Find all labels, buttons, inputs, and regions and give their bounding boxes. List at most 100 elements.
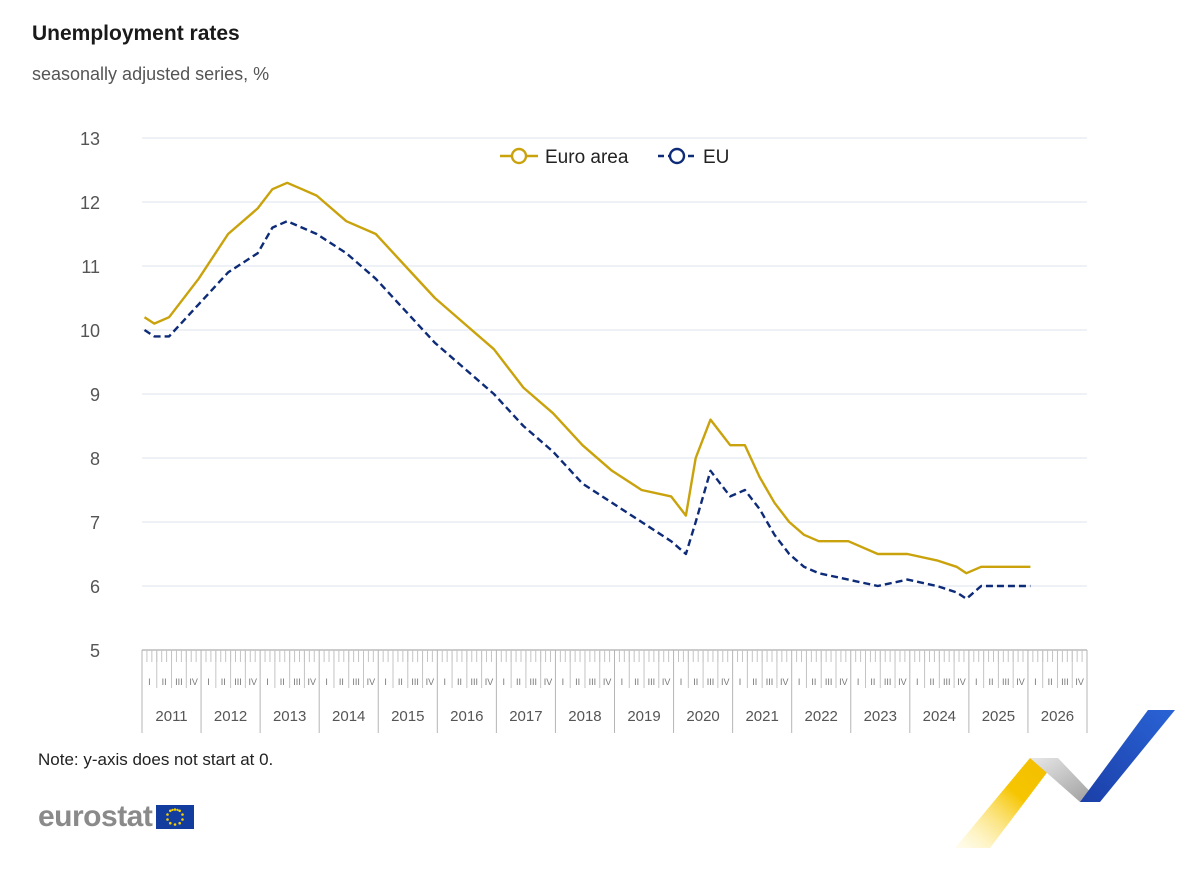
quarter-label: IV — [721, 677, 730, 687]
year-label: 2015 — [391, 708, 424, 725]
quarter-label: II — [929, 677, 934, 687]
quarter-label: IV — [957, 677, 966, 687]
year-label: 2020 — [686, 708, 719, 725]
quarter-label: I — [680, 677, 683, 687]
quarter-label: I — [325, 677, 328, 687]
y-tick-label: 7 — [90, 513, 100, 533]
year-label: 2013 — [273, 708, 306, 725]
year-label: 2024 — [923, 708, 956, 725]
logo-text: eurostat — [38, 800, 153, 833]
year-label: 2012 — [214, 708, 247, 725]
eurostat-logo: eurostat — [38, 800, 195, 834]
legend-label: Euro area — [545, 147, 629, 168]
year-label: 2021 — [745, 708, 778, 725]
quarter-label: III — [766, 677, 774, 687]
year-label: 2026 — [1041, 708, 1074, 725]
quarter-label: III — [884, 677, 892, 687]
quarter-label: IV — [780, 677, 789, 687]
year-label: 2025 — [982, 708, 1015, 725]
quarter-label: I — [266, 677, 269, 687]
quarter-label: III — [234, 677, 242, 687]
y-tick-label: 6 — [90, 577, 100, 597]
y-tick-label: 5 — [90, 641, 100, 661]
quarter-label: II — [693, 677, 698, 687]
legend-marker-icon — [668, 147, 686, 165]
series-line-eu — [143, 220, 1031, 600]
year-label: 2019 — [627, 708, 660, 725]
quarter-label: IV — [189, 677, 198, 687]
chart-title: Unemployment rates — [32, 22, 240, 45]
quarter-label: II — [516, 677, 521, 687]
quarter-label: II — [752, 677, 757, 687]
quarter-label: I — [503, 677, 506, 687]
y-axis: 5 6 7 8 9 10 11 12 13 — [80, 129, 100, 661]
year-label: 2023 — [864, 708, 897, 725]
quarter-label: IV — [603, 677, 612, 687]
quarter-label: I — [148, 677, 151, 687]
quarter-label: III — [1061, 677, 1069, 687]
quarter-label: I — [562, 677, 565, 687]
year-label: 2018 — [568, 708, 601, 725]
quarter-label: I — [384, 677, 387, 687]
quarter-label: II — [221, 677, 226, 687]
legend-marker-icon — [510, 147, 528, 165]
quarter-label: IV — [367, 677, 376, 687]
year-label: 2017 — [509, 708, 542, 725]
quarter-label: III — [1002, 677, 1010, 687]
quarter-label: I — [916, 677, 919, 687]
quarter-label: IV — [485, 677, 494, 687]
chart-subtitle: seasonally adjusted series, % — [32, 64, 270, 84]
y-tick-label: 9 — [90, 385, 100, 405]
quarter-label: III — [707, 677, 715, 687]
quarter-label: I — [443, 677, 446, 687]
quarter-label: IV — [662, 677, 671, 687]
quarter-label: IV — [248, 677, 257, 687]
y-tick-label: 8 — [90, 449, 100, 469]
quarter-label: III — [352, 677, 360, 687]
legend: Euro area EU — [500, 147, 729, 168]
y-tick-label: 13 — [80, 129, 100, 149]
eu-flag-icon — [156, 805, 195, 829]
quarter-label: IV — [426, 677, 435, 687]
quarter-label: IV — [839, 677, 848, 687]
quarter-label: III — [530, 677, 538, 687]
y-tick-label: 12 — [80, 193, 100, 213]
series-line-euro-area — [143, 181, 1031, 575]
quarter-label: IV — [544, 677, 553, 687]
quarter-label: III — [825, 677, 833, 687]
quarter-label: II — [575, 677, 580, 687]
quarter-label: I — [975, 677, 978, 687]
quarter-label: II — [162, 677, 167, 687]
quarter-label: III — [470, 677, 478, 687]
quarter-label: I — [621, 677, 624, 687]
quarter-label: II — [989, 677, 994, 687]
series-lines — [143, 181, 1031, 600]
quarter-label: I — [207, 677, 210, 687]
year-label: 2016 — [450, 708, 483, 725]
quarter-label: III — [293, 677, 301, 687]
quarter-label: II — [398, 677, 403, 687]
legend-label: EU — [703, 147, 729, 168]
year-label: 2014 — [332, 708, 365, 725]
quarter-label: II — [280, 677, 285, 687]
quarter-label: III — [648, 677, 656, 687]
quarter-label: II — [1048, 677, 1053, 687]
quarter-label: II — [457, 677, 462, 687]
quarter-label: II — [870, 677, 875, 687]
year-label: 2011 — [155, 708, 187, 725]
quarter-label: II — [339, 677, 344, 687]
quarter-label: IV — [308, 677, 317, 687]
grid-lines — [142, 137, 1087, 587]
quarter-label: I — [1034, 677, 1037, 687]
quarter-label: IV — [1075, 677, 1084, 687]
quarter-label: IV — [1016, 677, 1025, 687]
quarter-label: III — [589, 677, 597, 687]
quarter-label: I — [798, 677, 801, 687]
quarter-label: III — [175, 677, 183, 687]
year-label: 2022 — [805, 708, 838, 725]
axis-note: Note: y-axis does not start at 0. — [38, 750, 274, 769]
y-tick-label: 10 — [80, 321, 100, 341]
